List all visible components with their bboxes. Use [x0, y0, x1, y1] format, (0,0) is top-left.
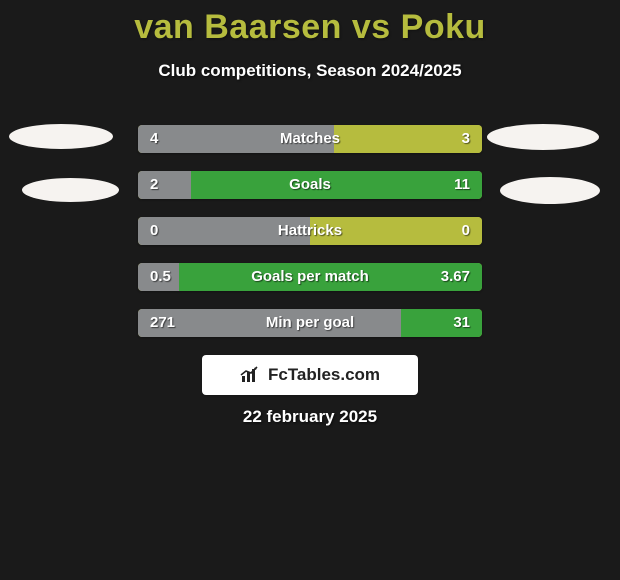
- stat-label: Hattricks: [138, 217, 482, 245]
- brand-chart-icon: [240, 366, 262, 384]
- stat-label: Matches: [138, 125, 482, 153]
- stat-row: 211Goals: [138, 171, 482, 199]
- player-right-logo-2: [500, 177, 600, 204]
- stat-rows: 43Matches 211Goals 00Hattricks 0.53.67Goals…: [138, 125, 482, 355]
- brand-text: FcTables.com: [268, 365, 380, 385]
- player-left-logo-2: [22, 178, 119, 202]
- stat-label: Goals per match: [138, 263, 482, 291]
- player-right-logo-1: [487, 124, 599, 150]
- page-subtitle: Club competitions, Season 2024/2025: [0, 61, 620, 81]
- stat-row: 0.53.67Goals per match: [138, 263, 482, 291]
- brand-badge: FcTables.com: [202, 355, 418, 395]
- stat-label: Min per goal: [138, 309, 482, 337]
- infographic-date: 22 february 2025: [0, 407, 620, 427]
- comparison-infographic: van Baarsen vs Poku Club competitions, S…: [0, 0, 620, 580]
- stat-row: 27131Min per goal: [138, 309, 482, 337]
- page-title: van Baarsen vs Poku: [0, 0, 620, 47]
- stat-label: Goals: [138, 171, 482, 199]
- stat-row: 43Matches: [138, 125, 482, 153]
- stat-row: 00Hattricks: [138, 217, 482, 245]
- player-left-logo-1: [9, 124, 113, 149]
